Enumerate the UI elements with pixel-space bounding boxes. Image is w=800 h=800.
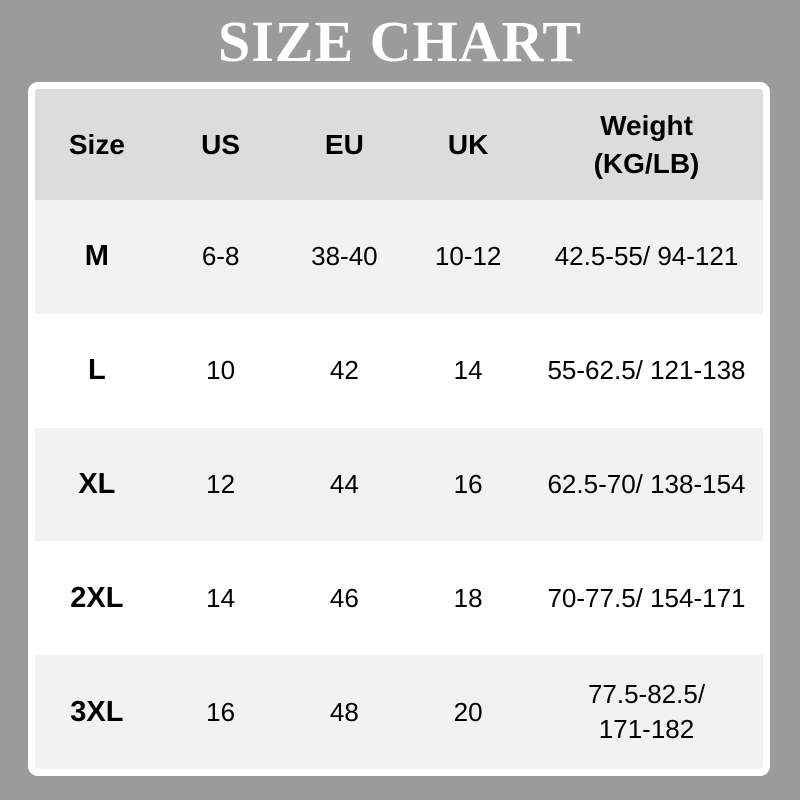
weight-cell-text: 77.5-82.5/ 171-182 [587, 679, 706, 745]
column-header-uk-label: UK [447, 128, 489, 160]
uk-cell: 16 [453, 468, 483, 499]
size-cell: L [88, 354, 106, 387]
page-title: SIZE CHART [217, 9, 583, 74]
uk-cell: 10-12 [434, 241, 502, 272]
column-header-size: Size [35, 89, 159, 200]
eu-cell: 48 [329, 696, 359, 727]
column-header-weight-label: Weight (KG/LB) [593, 109, 700, 179]
uk-cell: 20 [453, 696, 483, 727]
table-row: 2XL 14 46 18 70-77.5/ 154-171 [35, 541, 763, 656]
us-cell: 16 [206, 696, 236, 727]
column-header-size-label: Size [68, 128, 125, 160]
table-row: 3XL 16 48 20 77.5-82.5/ 171-182 [35, 655, 763, 769]
table-row: XL 12 44 16 62.5-70/ 138-154 [35, 427, 763, 542]
column-header-eu-label: EU [324, 128, 364, 160]
column-header-eu: EU [283, 89, 407, 200]
column-header-us: US [159, 89, 283, 200]
eu-cell: 44 [329, 468, 359, 499]
column-header-weight: Weight (KG/LB) [530, 89, 763, 200]
header-row: Size US EU UK Weight (KG/LB) [35, 89, 763, 200]
page: SIZE CHART Size US EU UK Weight (KG/LB) … [0, 0, 800, 776]
us-cell: 10 [206, 355, 236, 386]
eu-cell: 46 [329, 582, 359, 613]
us-cell: 6-8 [201, 241, 240, 272]
size-cell: 3XL [70, 695, 124, 728]
column-header-us-label: US [201, 128, 241, 160]
weight-cell: 70-77.5/ 154-171 [547, 582, 746, 613]
weight-cell: 62.5-70/ 138-154 [547, 468, 746, 499]
eu-cell: 42 [329, 355, 359, 386]
column-header-uk: UK [406, 89, 530, 200]
uk-cell: 14 [453, 355, 483, 386]
table-row: L 10 42 14 55-62.5/ 121-138 [35, 313, 763, 428]
us-cell: 12 [206, 468, 236, 499]
uk-cell: 18 [453, 582, 483, 613]
table-row: M 6-8 38-40 10-12 42.5-55/ 94-121 [35, 200, 763, 314]
size-cell: 2XL [70, 581, 124, 614]
weight-cell: 77.5-82.5/ 171-182 [530, 655, 763, 769]
weight-cell: 55-62.5/ 121-138 [547, 355, 746, 386]
weight-cell: 42.5-55/ 94-121 [554, 241, 739, 272]
us-cell: 14 [206, 582, 236, 613]
size-cell: M [84, 240, 109, 273]
size-chart-table: Size US EU UK Weight (KG/LB) M 6-8 38-40… [28, 82, 770, 776]
size-cell: XL [78, 467, 116, 500]
size-table: Size US EU UK Weight (KG/LB) M 6-8 38-40… [35, 89, 763, 769]
eu-cell: 38-40 [311, 241, 378, 272]
